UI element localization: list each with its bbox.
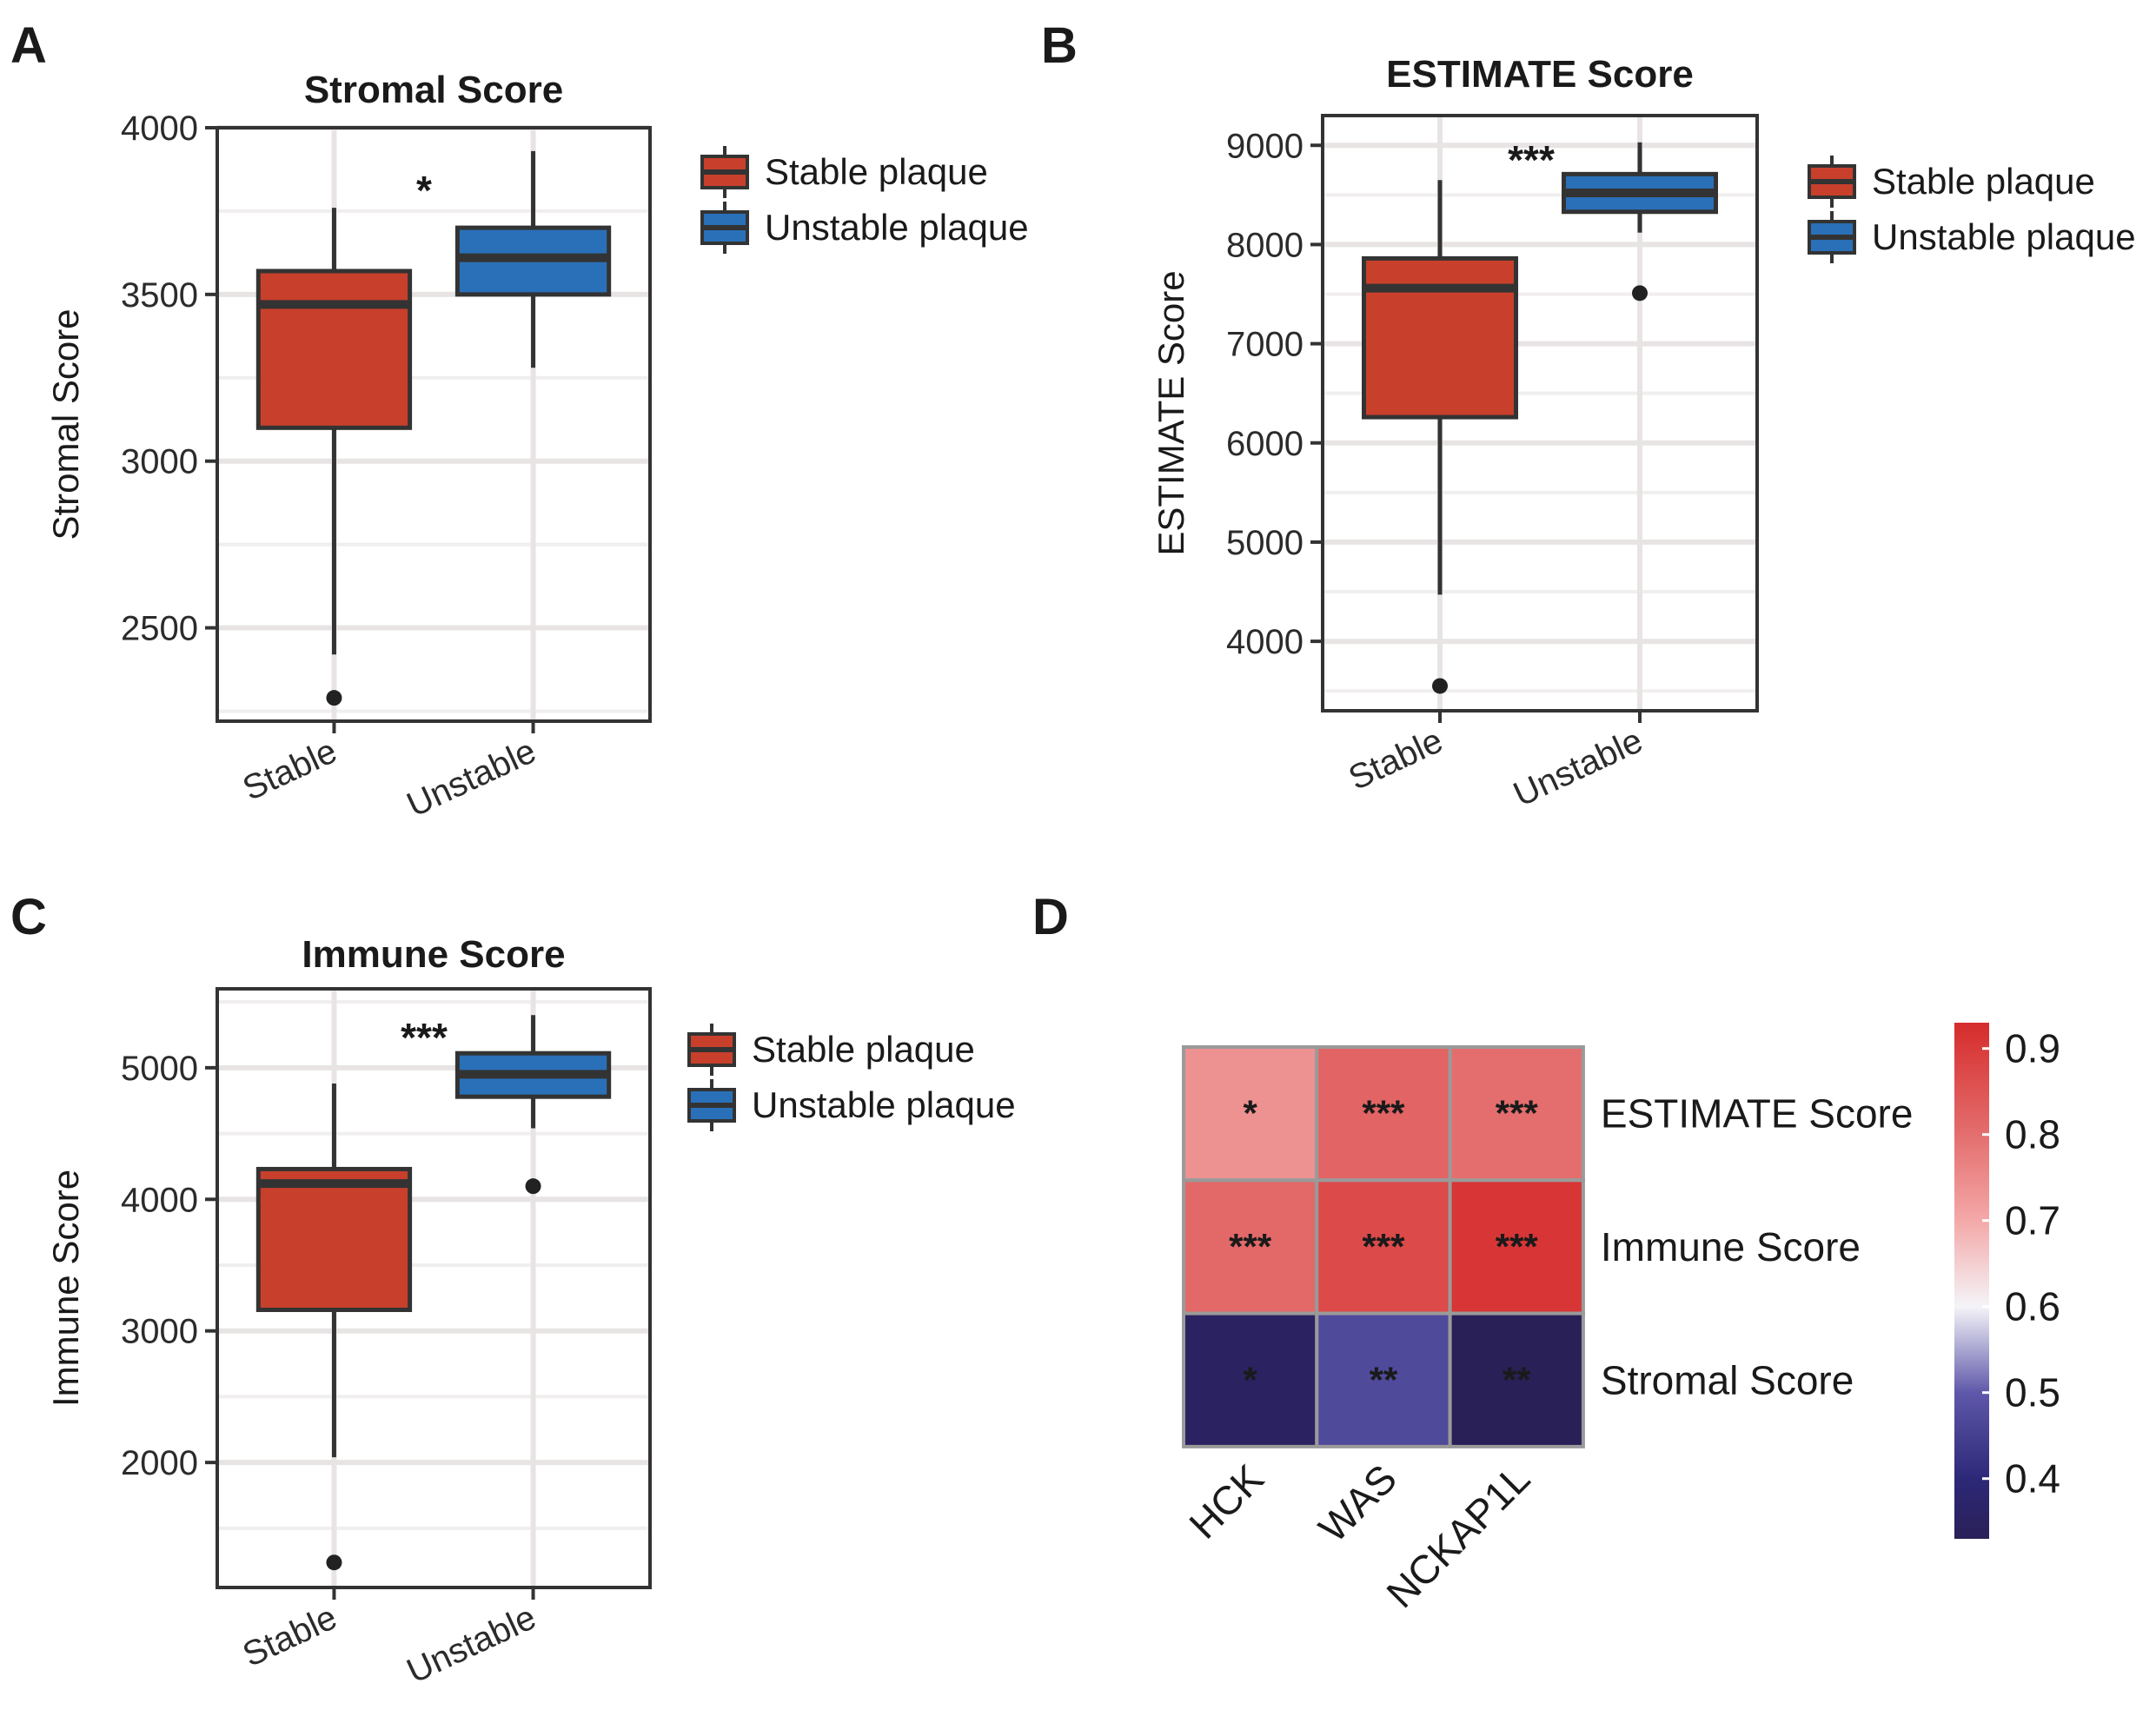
heatmap-significance: *** [1362,1226,1405,1267]
heatmap-significance: *** [1496,1093,1539,1134]
colorbar-tick-label: 0.8 [2005,1112,2060,1157]
legend-label-unstable: Unstable plaque [752,1084,1016,1125]
legend-label-unstable: Unstable plaque [765,207,1029,248]
heatmap-row-label: Stromal Score [1601,1357,1854,1402]
significance-marker: *** [1508,137,1555,182]
panel-b-estimate-boxplot: 4000 5000 6000 7000 8000 9000 Stable Unstable ES… [1151,53,2136,814]
panel-c-immune-boxplot: 2000 3000 4000 5000 Stable Unstable Immune Sco… [45,933,1016,1691]
panel-letter-d: D [1032,889,1069,945]
x-tick-label-stable: Stable [1343,721,1448,798]
colorbar-tick-label: 0.7 [2005,1198,2060,1243]
colorbar-tick-label: 0.9 [2005,1026,2060,1071]
colorbar-tick-label: 0.4 [2005,1456,2060,1501]
outlier-point [326,690,342,706]
heatmap-column-label: HCK [1180,1455,1272,1548]
legend-label-unstable: Unstable plaque [1872,216,2136,257]
heatmap-significance: ** [1370,1359,1398,1400]
heatmap-column-label: WAS [1310,1455,1405,1551]
x-tick-label-unstable: Unstable [401,1598,542,1691]
outlier-point [1632,285,1648,302]
y-axis-label: Immune Score [45,1170,86,1407]
outlier-point [1432,678,1448,694]
colorbar-tick-label: 0.5 [2005,1370,2060,1415]
heatmap-cell [1315,1045,1452,1183]
y-tick-label: 8000 [1226,226,1304,264]
y-tick-label: 4000 [1226,623,1304,661]
colorbar [1954,1023,1989,1539]
y-tick-label: 2000 [121,1444,198,1482]
y-axis-label: Stromal Score [45,308,86,540]
outlier-point [525,1178,541,1195]
heatmap-cell [1448,1311,1585,1448]
chart-title: ESTIMATE Score [1386,53,1694,96]
box-stable [1362,255,1518,420]
y-tick-label: 4000 [121,109,198,148]
chart-title: Stromal Score [304,69,563,111]
heatmap-significance: *** [1362,1093,1405,1134]
heatmap-significance: * [1243,1093,1257,1134]
plot-frame [216,126,652,723]
plot-frame [216,987,652,1589]
heatmap-significance: ** [1503,1359,1531,1400]
heatmap-row-label: ESTIMATE Score [1601,1091,1914,1137]
y-tick-label: 3500 [121,276,198,315]
heatmap-significance: *** [1229,1226,1272,1267]
y-tick-label: 9000 [1226,127,1304,165]
heatmap-significance: * [1243,1359,1257,1400]
plot-frame [1321,114,1759,712]
x-tick-label-unstable: Unstable [1508,721,1649,814]
panel-a-stromal-boxplot: 2500 3000 3500 4000 Stable Unstable Stromal Sc… [45,69,1029,825]
panel-letter-b: B [1041,17,1078,74]
heatmap-row-label: Immune Score [1601,1224,1861,1269]
panel-letter-a: A [10,17,47,74]
heatmap-cell [1315,1311,1452,1448]
y-tick-label: 5000 [121,1050,198,1088]
heatmap-cell [1182,1311,1319,1448]
chart-title: Immune Score [302,933,565,976]
y-tick-label: 6000 [1226,425,1304,463]
colorbar-tick-label: 0.6 [2005,1284,2060,1329]
legend-label-stable: Stable plaque [1872,161,2095,202]
y-tick-label: 7000 [1226,326,1304,364]
x-tick-label-unstable: Unstable [401,732,542,825]
panel-d-heatmap: * *** ****** *** **** ** **ESTIMATE ScoreImmun… [1180,1023,2060,1616]
significance-marker: * [416,168,432,213]
y-tick-label: 2500 [121,610,198,648]
y-tick-label: 5000 [1226,524,1304,562]
legend-label-stable: Stable plaque [752,1029,975,1070]
legend-label-stable: Stable plaque [765,151,988,192]
box-stable [255,268,413,430]
heatmap-significance: *** [1496,1226,1539,1267]
x-tick-label-stable: Stable [237,1598,342,1674]
heatmap-cell [1448,1178,1585,1316]
y-tick-label: 3000 [121,1313,198,1351]
x-tick-label-stable: Stable [237,732,342,808]
heatmap-column-label: NCKAP1L [1377,1455,1538,1616]
box-stable [255,1166,413,1312]
panel-letter-c: C [10,889,47,945]
y-axis-label: ESTIMATE Score [1151,270,1191,555]
outlier-point [326,1554,342,1571]
y-tick-label: 4000 [121,1181,198,1219]
significance-marker: *** [401,1015,448,1060]
y-tick-label: 3000 [121,443,198,481]
